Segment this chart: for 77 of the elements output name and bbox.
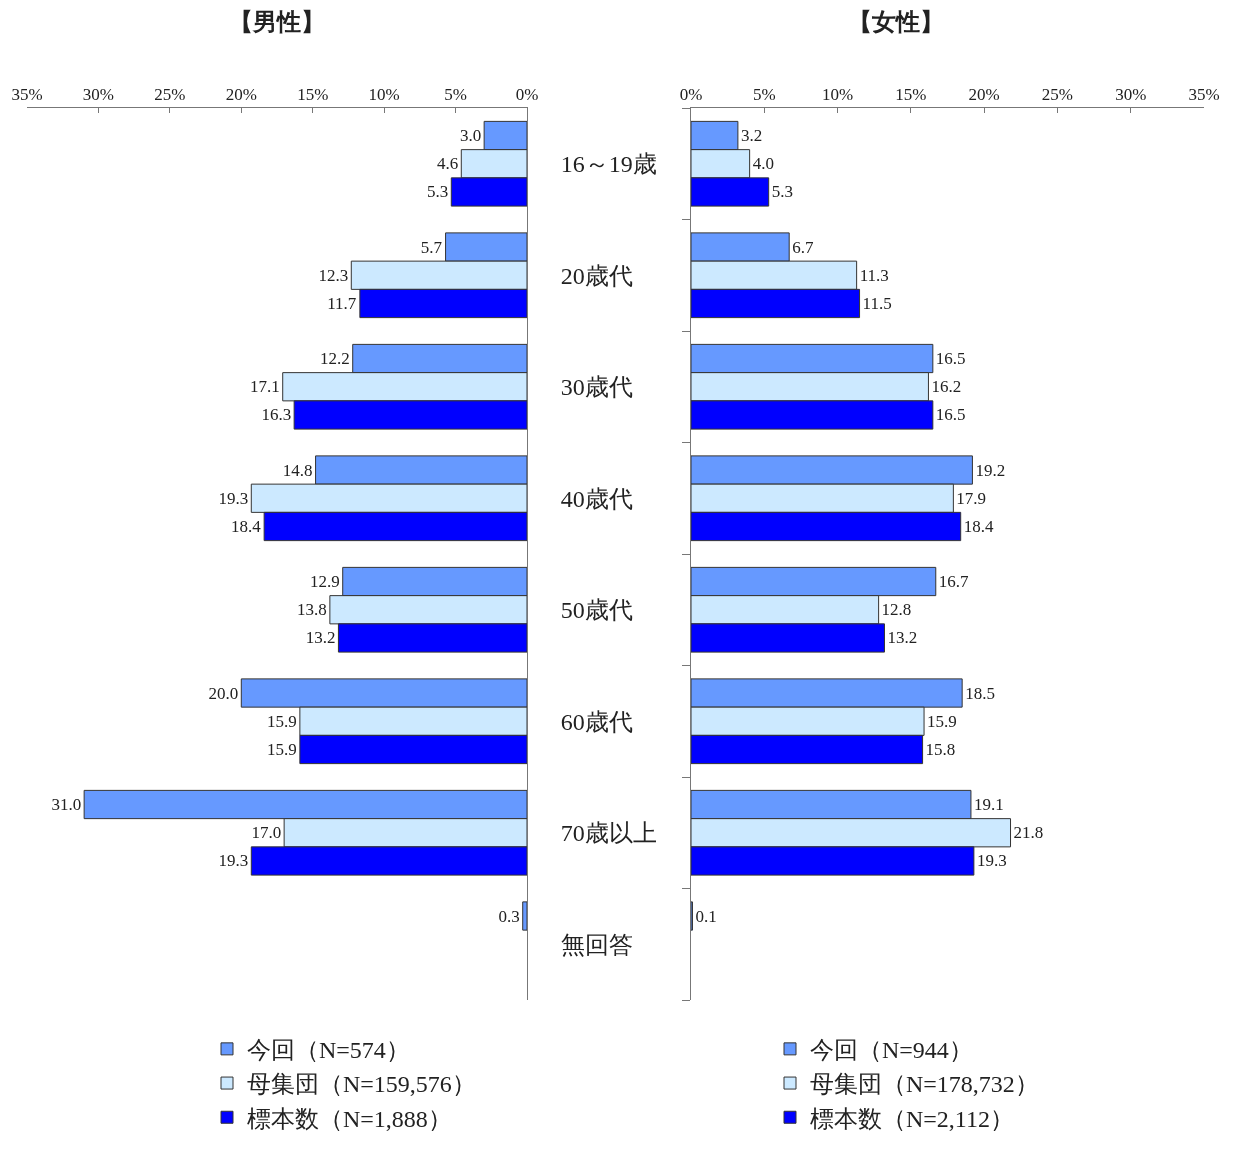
data-label: 19.3 [976,851,1007,871]
data-label: 13.8 [297,600,327,620]
x-tick-label: 35% [1188,85,1220,105]
legend-label: 母集団（N=178,732） [810,1071,1039,1098]
x-tick-label: 30% [82,85,115,105]
y-tick-label: 60歳代 [560,708,633,735]
data-label: 3.2 [740,126,763,146]
legend-label: 今回（N=944） [810,1037,973,1064]
chart-title: 【男性】 [229,8,325,37]
data-label: 18.4 [963,516,994,536]
y-tick-label: 16～19歳 [560,151,657,178]
data-label: 18.5 [965,683,995,703]
y-tick-label: 70歳以上 [560,820,657,847]
data-label: 6.7 [792,237,814,257]
y-tick-label: 20歳代 [560,262,633,289]
data-label: 16.3 [261,405,292,425]
x-tick-label: 20% [968,85,1000,105]
data-label: 15.9 [267,739,297,759]
data-label: 17.0 [251,823,282,843]
chart-title: 【女性】 [848,8,945,37]
x-tick-label: 15% [297,85,329,105]
data-label: 0.3 [498,906,520,926]
x-tick-label: 0% [679,85,703,105]
data-label: 19.3 [218,488,249,508]
x-tick-label: 0% [515,85,539,105]
x-tick-label: 25% [1041,85,1074,105]
data-label: 17.9 [956,488,987,508]
data-label: 17.1 [249,377,280,397]
data-label: 16.7 [938,572,970,592]
data-label: 31.0 [51,795,82,815]
x-tick-label: 35% [11,85,43,105]
data-label: 16.2 [931,377,962,397]
data-label: 0.1 [695,906,717,926]
data-label: 4.0 [752,154,774,174]
data-label: 5.3 [427,182,449,202]
data-label: 5.7 [420,237,443,257]
data-label: 12.8 [881,600,912,620]
data-label: 13.2 [887,628,918,648]
x-tick-label: 10% [821,85,854,105]
data-label: 12.2 [319,349,350,369]
legend-label: 母集団（N=159,576） [247,1071,476,1098]
data-label: 11.5 [862,293,892,313]
x-tick-label: 25% [154,85,186,105]
data-label: 16.5 [935,405,966,425]
x-tick-label: 5% [444,85,467,105]
data-label: 3.0 [459,126,482,146]
data-label: 19.3 [218,851,249,871]
x-tick-label: 20% [225,85,257,105]
data-label: 4.6 [437,154,459,174]
data-label: 5.3 [771,182,793,202]
x-tick-label: 30% [1115,85,1147,105]
bar [522,901,527,931]
data-label: 19.1 [973,795,1004,815]
legend-label: 標本数（N=2,112） [810,1105,1014,1132]
data-label: 12.9 [309,572,340,592]
data-label: 15.8 [925,739,956,759]
y-tick-label: 40歳代 [560,485,633,512]
data-label: 18.4 [230,516,262,536]
data-label: 11.7 [327,293,357,313]
y-tick-label: 50歳代 [560,597,633,624]
data-label: 19.2 [975,460,1006,480]
x-tick-label: 5% [752,85,776,105]
data-label: 14.8 [282,460,313,480]
data-label: 12.3 [318,265,349,285]
data-label: 16.5 [935,349,966,369]
data-label: 15.9 [927,711,957,731]
data-label: 15.9 [267,711,297,731]
y-tick-label: 無回答 [560,931,633,958]
data-label: 13.2 [305,628,336,648]
y-tick-label: 30歳代 [560,374,633,401]
x-tick-label: 15% [895,85,927,105]
legend-label: 今回（N=574） [247,1037,410,1064]
data-label: 11.3 [859,265,889,285]
legend-label: 標本数（N=1,888） [247,1105,452,1132]
data-label: 20.0 [208,683,239,703]
x-tick-label: 10% [368,85,400,105]
data-label: 21.8 [1013,823,1044,843]
